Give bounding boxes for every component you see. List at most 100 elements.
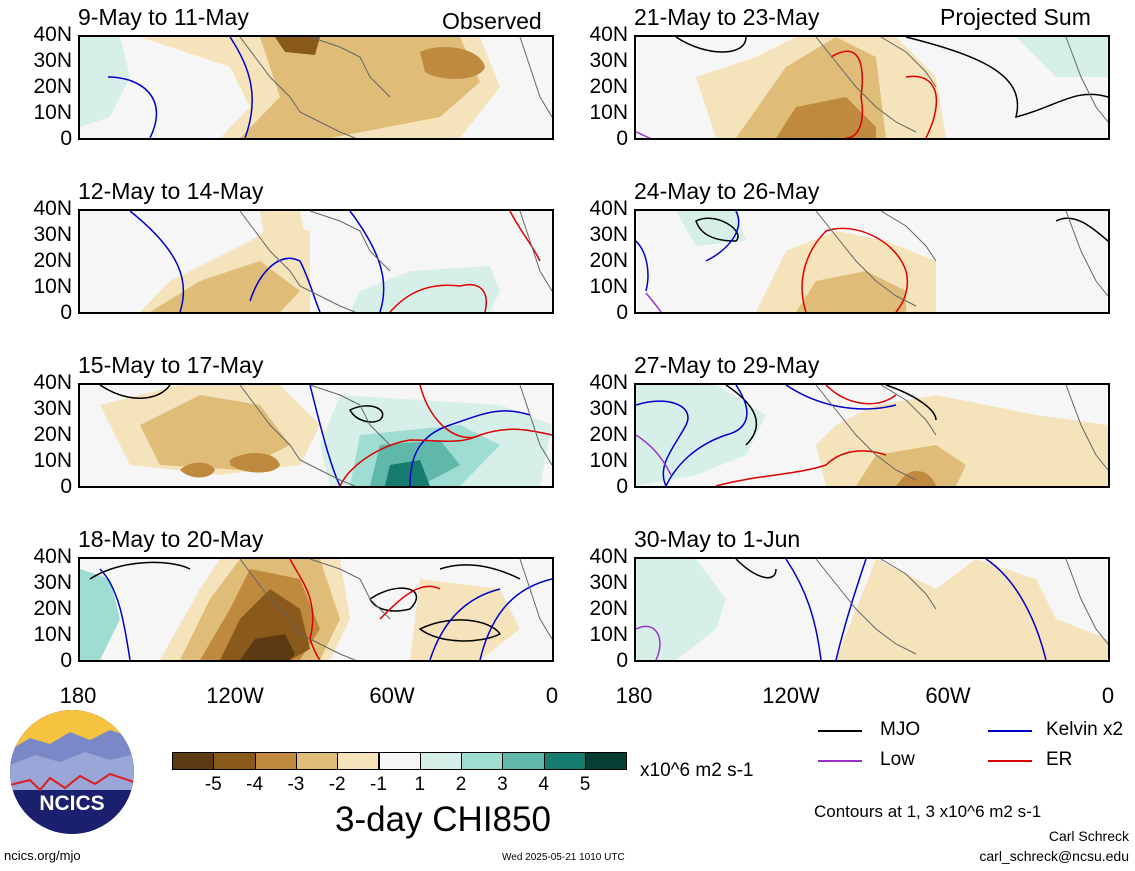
panel-title-7: 27-May to 29-May [634,352,820,378]
panel-title-3: 15-May to 17-May [78,352,264,378]
colorbar-label: -4 [246,774,264,795]
lat-label: 10N [589,275,628,298]
lat-label: 20N [589,597,628,620]
lat-label: 40N [589,545,628,568]
colorbar-cell [378,752,421,770]
footer-url: ncics.org/mjo [4,848,81,863]
lat-label: 30N [33,223,72,246]
map-panel-4 [78,557,554,662]
observed-label: Observed [442,8,542,34]
lat-label: 0 [60,475,72,498]
lat-label: 40N [33,371,72,394]
coastline-5 [815,37,1108,133]
legend-er-line [988,760,1032,762]
lat-label: 40N [589,197,628,220]
lat-label: 10N [589,101,628,124]
coastline-4 [239,559,552,660]
colorbar-label: -2 [328,774,346,795]
lon-label-180-left: 180 [59,683,97,708]
coastline-6 [815,211,1108,307]
panel-title-5: 21-May to 23-May [634,4,820,30]
colorbar-cell [585,752,628,770]
lat-label: 40N [589,371,628,394]
lat-label: 20N [589,423,628,446]
lat-label: 40N [589,23,628,46]
legend-kelvin-label: Kelvin x2 [1046,719,1124,740]
colorbar-label: 5 [579,774,591,795]
colorbar-label: -3 [287,774,305,795]
map-3-svg [80,385,552,486]
colorbar-label: -5 [204,774,222,795]
legend-kelvin-line [988,730,1032,732]
legend-mjo-line [818,730,862,732]
map-panel-1 [78,35,554,140]
lat-label: 30N [33,397,72,420]
map-2-svg [80,211,552,312]
coastline-7 [815,385,1108,481]
colorbar-cell [419,752,463,770]
lat-label: 20N [589,249,628,272]
logo-text: NCICS [39,792,104,815]
lon-label-60w-right: 60W [925,683,971,708]
ncics-logo: NCICS [10,710,134,834]
lat-label: 30N [33,571,72,594]
legend-low-label: Low [880,749,915,770]
lat-label: 10N [33,449,72,472]
lat-label: 0 [616,301,628,324]
colorbar-cell [213,752,256,770]
lat-label: 30N [589,571,628,594]
map-8-svg [636,559,1108,660]
lat-label: 0 [616,649,628,672]
lon-label-120w-left: 120W [206,683,264,708]
lat-label: 0 [60,301,72,324]
lat-label: 20N [33,75,72,98]
projected-label: Projected Sum [940,4,1091,30]
legend-low-line [818,760,862,762]
colorbar-label: 2 [455,774,467,795]
lon-label-60w-left: 60W [369,683,415,708]
colorbar-cell [254,752,297,770]
lat-label: 40N [33,23,72,46]
coastline-3 [239,385,552,486]
colorbar-title: 3-day CHI850 [335,800,551,839]
lat-label: 30N [589,397,628,420]
footer-email: carl_schreck@ncsu.edu [979,848,1129,864]
lat-label: 0 [60,127,72,150]
lat-label: 10N [33,101,72,124]
colorbar-label: 4 [538,774,549,795]
legend-mjo-label: MJO [880,719,921,740]
map-4-svg [80,559,552,660]
lat-label: 0 [616,127,628,150]
map-panel-3 [78,383,554,488]
panel-title-1: 9-May to 11-May [78,4,249,30]
lat-label: 30N [589,49,628,72]
lon-label-120w-right: 120W [762,683,820,708]
contours-note: Contours at 1, 3 x10^6 m2 s-1 [814,802,1042,821]
colorbar-cell [461,752,504,770]
map-panel-8 [634,557,1110,662]
lat-label: 0 [60,649,72,672]
legend-er-label: ER [1046,749,1073,770]
lat-label: 10N [33,623,72,646]
logo-svg: NCICS [10,710,134,834]
colorbar-cell [172,752,215,770]
lat-label: 40N [33,545,72,568]
footer-timestamp: Wed 2025-05-21 1010 UTC [502,852,625,863]
map-panel-6 [634,209,1110,314]
lat-label: 20N [33,423,72,446]
coastline-8 [815,559,1108,655]
map-5-svg [636,37,1108,138]
colorbar-cell [295,752,339,770]
lat-label: 10N [589,623,628,646]
map-1-svg [80,37,552,138]
colorbar-cell [502,752,545,770]
panel-title-2: 12-May to 14-May [78,178,264,204]
map-panel-2 [78,209,554,314]
lat-label: 0 [616,475,628,498]
lat-label: 10N [33,275,72,298]
colorbar-label: 1 [414,774,426,795]
map-panel-5 [634,35,1110,140]
colorbar-label: 3 [497,774,508,795]
colorbar-cell [543,752,586,770]
lat-label: 10N [589,449,628,472]
